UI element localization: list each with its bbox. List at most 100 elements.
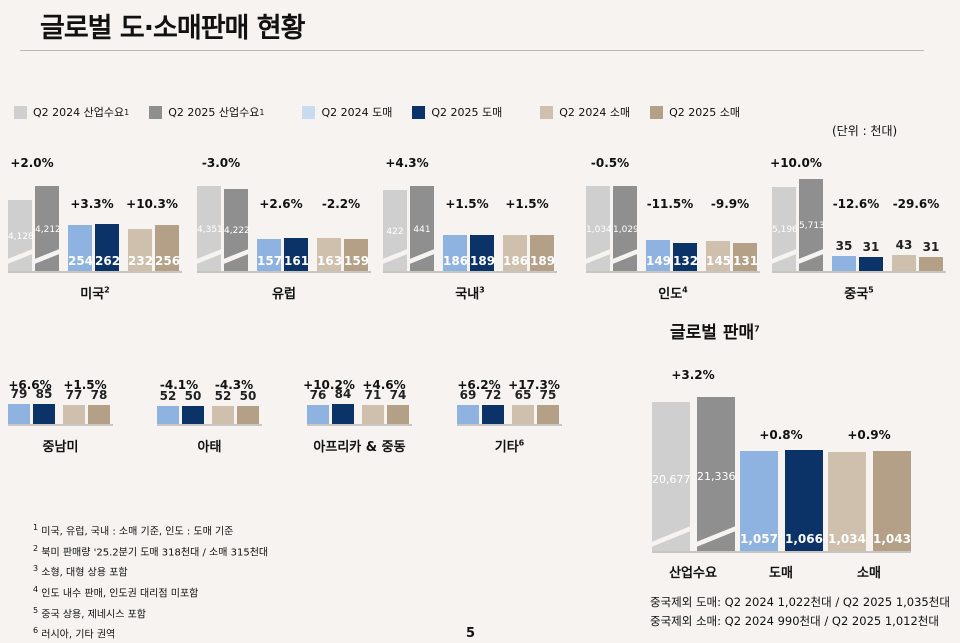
growth-label: +10.3% (126, 197, 178, 211)
industry-bar: 441 (408, 186, 436, 271)
bar-value-label: 84 (334, 387, 352, 401)
bar-value-label: 132 (673, 254, 699, 268)
bar-value-label: 186 (443, 254, 469, 268)
bar-value-label: 43 (895, 238, 913, 252)
region-name: 중국 (844, 287, 869, 302)
footnote-number: 1 (33, 523, 39, 532)
sales-bar: 1,043 (873, 451, 911, 551)
legend-label: Q2 2024 도매 (321, 106, 393, 119)
sales-bar: 69 (457, 388, 479, 424)
category-label: 도매 (769, 566, 793, 581)
chart-baseline (8, 271, 182, 273)
growth-label: -4.1% (159, 378, 199, 392)
industry-bar: 5,713 (797, 179, 825, 271)
chart-baseline (8, 424, 113, 426)
bar-value-label: 4,351 (197, 224, 223, 235)
legend-label: Q2 2025 산업수요 (168, 106, 260, 119)
legend-swatch (302, 105, 316, 119)
bar-value-label: 72 (484, 388, 502, 402)
bar-value-label: 161 (284, 254, 310, 268)
legend-label: Q2 2024 소매 (559, 106, 631, 119)
industry-bar: 5,196 (770, 187, 798, 271)
region-sup: 4 (682, 285, 688, 295)
bar-value-label: 77 (65, 388, 83, 402)
chart-baseline (457, 424, 562, 426)
growth-label: -3.0% (201, 156, 241, 170)
legend-item: Q2 2024 소매 (540, 104, 630, 120)
axis-break-mark (611, 248, 639, 265)
footnote: 3 소형, 대형 상용 포함 (33, 561, 268, 582)
sales-bar: 189 (470, 235, 496, 271)
bar-value-label: 254 (68, 254, 94, 268)
legend-item: Q2 2025 산업수요 1 (149, 104, 264, 120)
region-label: 미국2 (80, 283, 110, 302)
sales-bar: 186 (503, 235, 528, 271)
growth-label: +1.5% (63, 378, 107, 392)
bar-value-label: 441 (413, 224, 431, 235)
bar-value-label: 76 (309, 388, 327, 402)
axis-break-mark (222, 248, 250, 265)
global-note-retail: 중국제외 소매: Q2 2024 990천대 / Q2 2025 1,012천대 (650, 614, 939, 628)
global-title-sup: 7 (754, 324, 760, 334)
bar-value-label: 149 (646, 254, 672, 268)
global-note-wholesale: 중국제외 도매: Q2 2024 1,022천대 / Q2 2025 1,035… (650, 595, 950, 609)
unit-label: (단위 : 천대) (832, 124, 898, 138)
sales-bar: 131 (733, 243, 759, 271)
page-title: 글로벌 도·소매판매 현황 (40, 13, 305, 44)
legend-label: Q2 2025 소매 (669, 106, 740, 119)
growth-label: -11.5% (646, 197, 694, 211)
sales-bar: 72 (482, 388, 504, 424)
sales-bar: 52 (212, 389, 234, 424)
footnote-number: 5 (33, 605, 39, 615)
chart-baseline (772, 271, 946, 273)
region-label: 중남미 (43, 436, 79, 455)
industry-bar: 4,212 (33, 186, 61, 271)
growth-label: +3.3% (70, 197, 114, 211)
bar-value-label: 50 (239, 389, 257, 403)
bar-value-label: 256 (155, 254, 181, 268)
legend-label: Q2 2025 도매 (431, 106, 503, 119)
category-label: 산업수요 (669, 566, 717, 581)
sales-bar: 1,057 (740, 451, 778, 551)
bar-value-label: 1,034 (828, 532, 866, 546)
industry-bar: 4,222 (222, 189, 250, 271)
bar-value-label: 189 (530, 254, 556, 268)
footnotes: 1 미국, 유럽, 국내 : 소매 기준, 인도 : 도매 기준 2 북미 판매량… (33, 520, 268, 643)
region-label: 인도4 (658, 283, 688, 302)
bar-value-label: 163 (317, 254, 343, 268)
footnote-text: 중국 상용, 제네시스 포함 (41, 608, 146, 620)
bar-value-label: 131 (733, 254, 759, 268)
growth-label: -12.6% (832, 197, 880, 211)
industry-bar: 21,336 (695, 397, 737, 551)
sales-bar: 132 (673, 243, 699, 271)
axis-break-mark (408, 248, 436, 265)
footnote: 1 미국, 유럽, 국내 : 소매 기준, 인도 : 도매 기준 (33, 520, 268, 541)
industry-bar: 422 (381, 190, 409, 271)
footnote-text: 북미 판매량 '25.2분기 도매 318천대 / 소매 315천대 (41, 546, 269, 558)
bar-value-label: 232 (128, 254, 154, 268)
bar-value-label: 35 (835, 239, 853, 253)
bar-value-label: 189 (470, 254, 496, 268)
region-sup: 5 (868, 285, 874, 295)
footnote-text: 인도 내수 판매, 인도권 대리점 미포함 (41, 588, 199, 600)
footnote-text: 소형, 대형 상용 포함 (41, 567, 128, 579)
sales-bar: 189 (530, 235, 556, 271)
region-label: 아프리카 & 중동 (313, 436, 405, 455)
sales-bar: 50 (182, 389, 204, 424)
sales-bar: 31 (919, 240, 943, 271)
region-sup: 2 (104, 285, 110, 295)
growth-label: -2.2% (321, 197, 361, 211)
region-label: 아태 (198, 436, 222, 455)
bar-value-label: 262 (95, 254, 121, 268)
category-label: 소매 (857, 566, 881, 581)
title-divider (20, 50, 924, 51)
bar-value-label: 79 (10, 387, 28, 401)
footnote: 6 러시아, 기타 권역 (33, 623, 268, 643)
legend-label: Q2 2024 산업수요 (33, 106, 125, 119)
bar-value-label: 1,057 (740, 532, 778, 546)
growth-label: -0.5% (590, 156, 630, 170)
bar-value-label: 52 (214, 389, 232, 403)
footnote: 5 중국 상용, 제네시스 포함 (33, 603, 268, 624)
page-number: 5 (466, 626, 476, 641)
